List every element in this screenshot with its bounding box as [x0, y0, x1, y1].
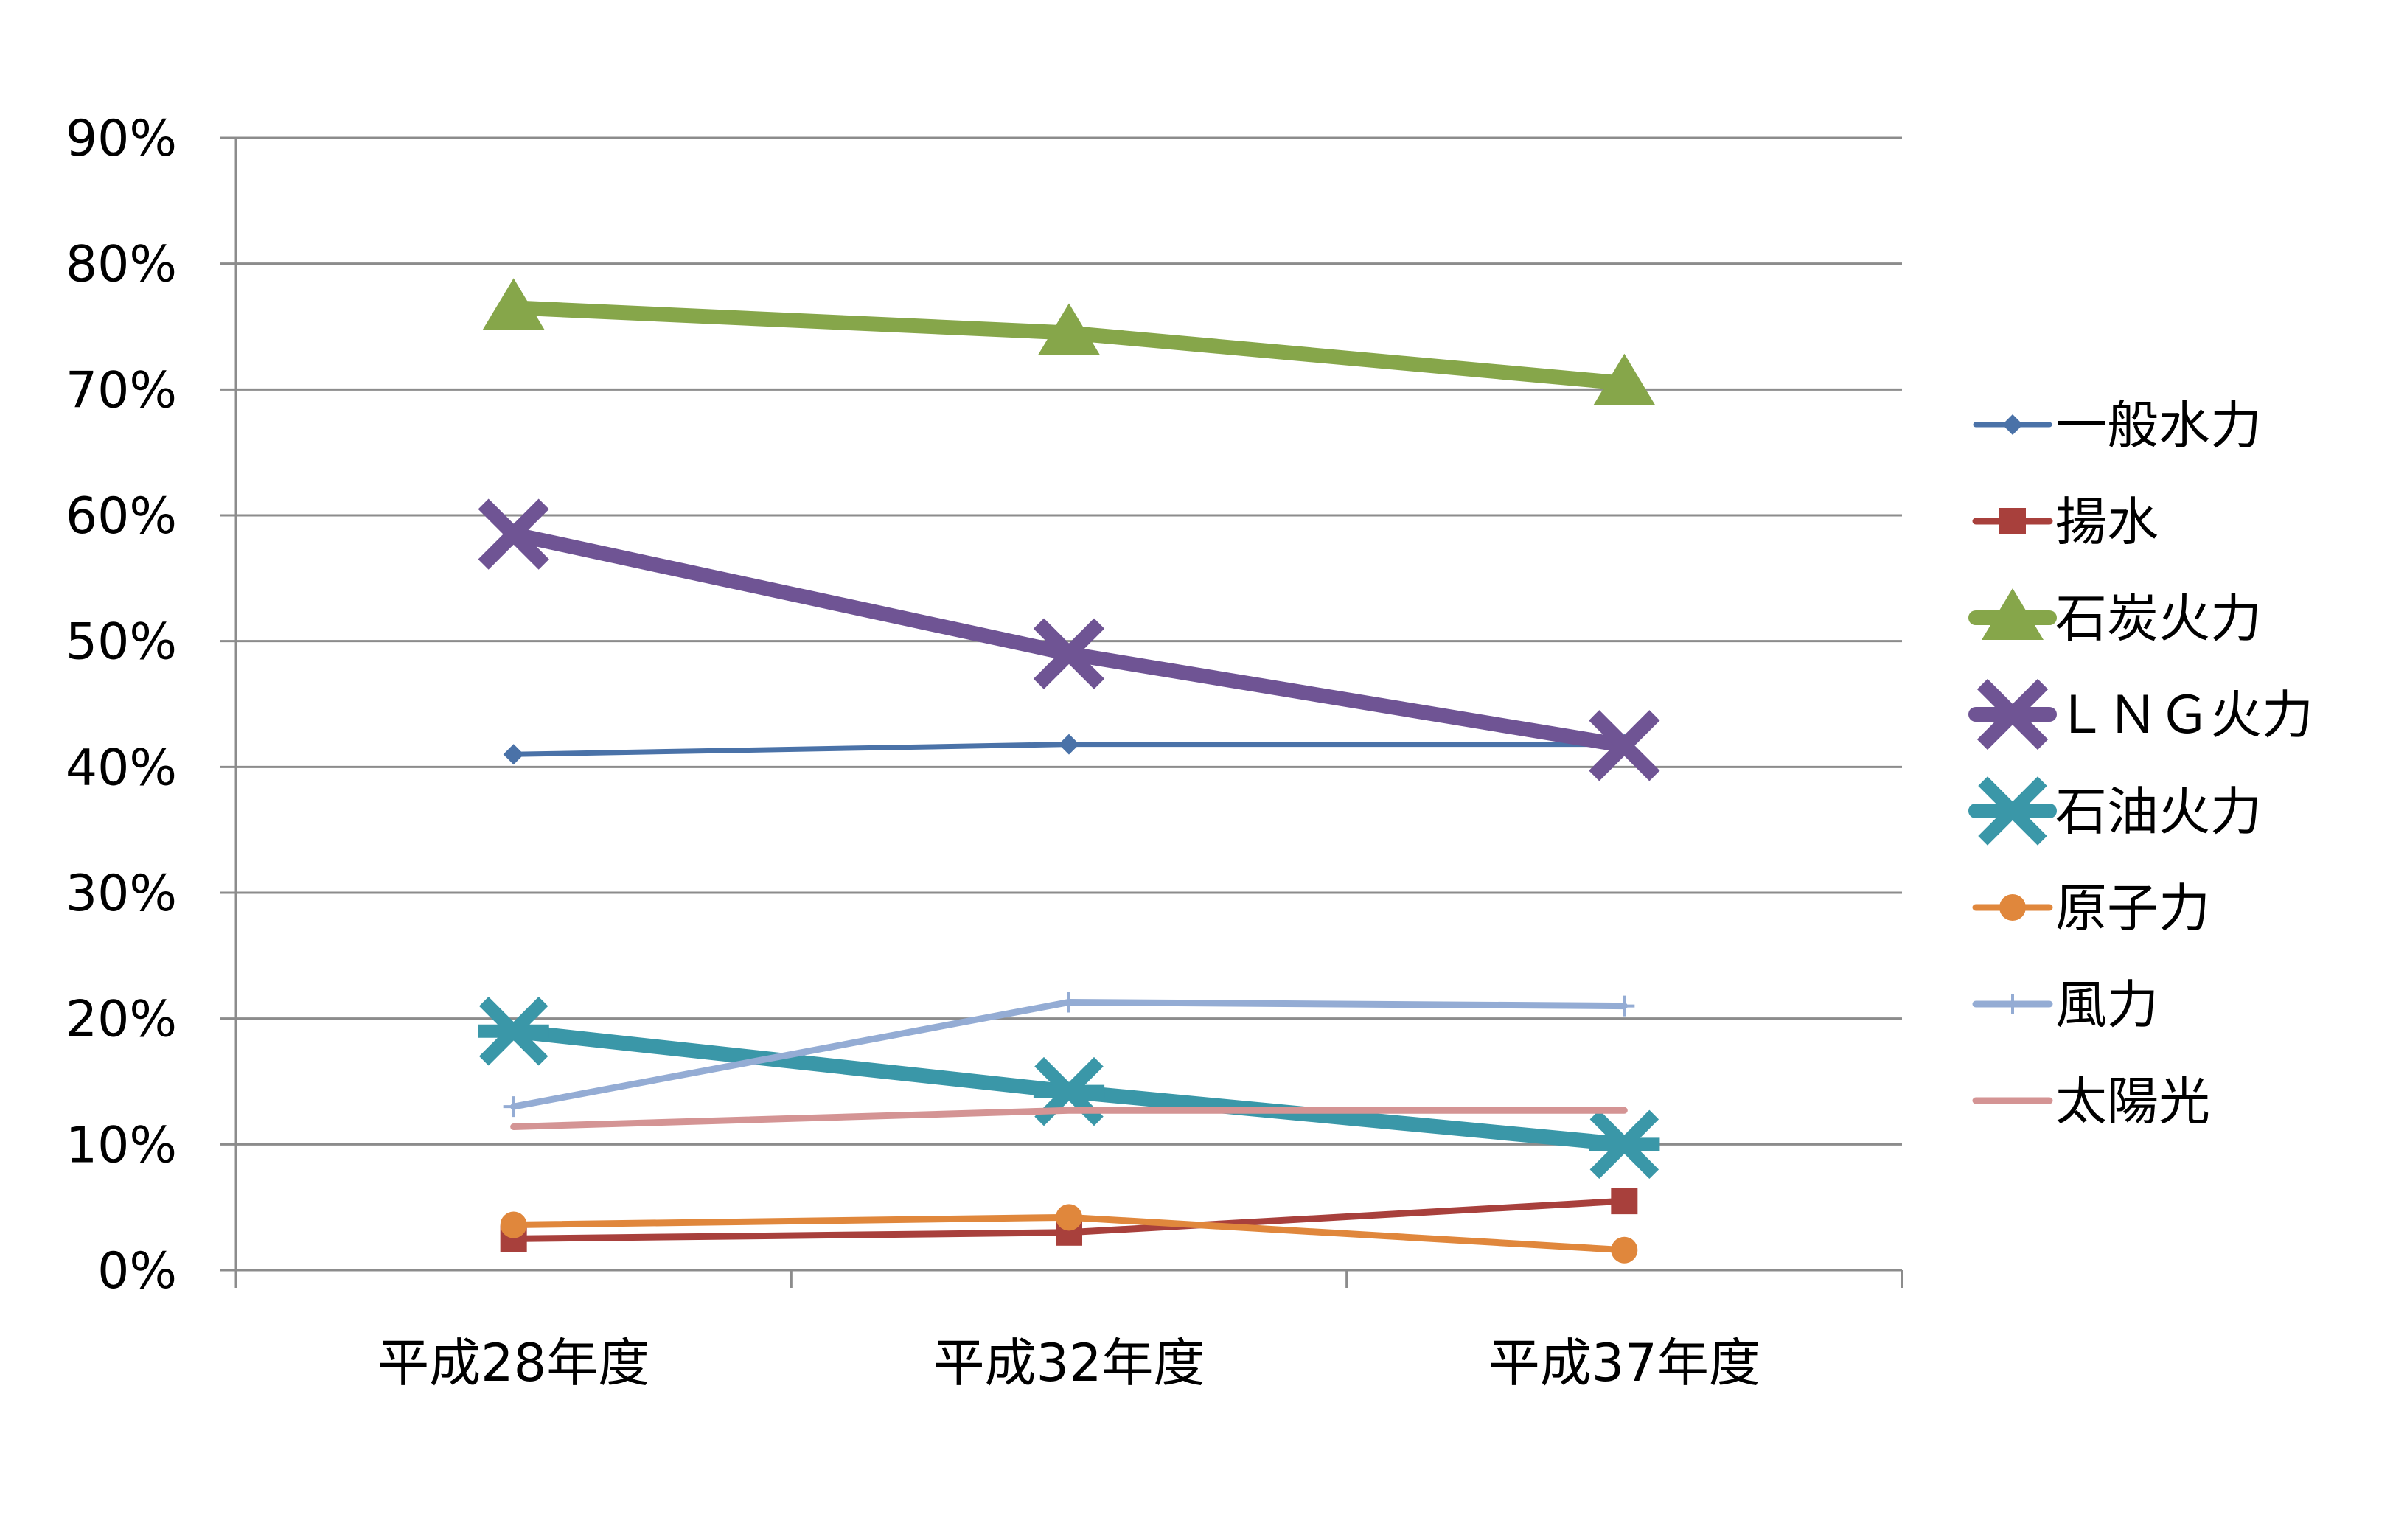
data-point [1976, 678, 2049, 750]
y-tick-label: 30% [66, 865, 177, 923]
legend-item: 石油火力 [1968, 776, 2262, 846]
series-5 [478, 997, 1660, 1180]
data-point [503, 1096, 524, 1118]
data-point [1999, 508, 2026, 534]
series-4 [478, 498, 1660, 781]
data-point [478, 498, 549, 570]
data-point [1033, 618, 1105, 689]
legend-label: 一般水力 [2055, 395, 2262, 456]
data-point [1038, 303, 1100, 355]
y-tick-label: 40% [66, 739, 177, 797]
legend-item: 石炭火力 [1968, 588, 2262, 649]
legend-label: 石炭火力 [2055, 588, 2262, 649]
axes [220, 136, 1903, 1288]
y-tick-label: 50% [66, 613, 177, 672]
data-point [500, 1211, 527, 1238]
series-line [510, 1107, 1628, 1130]
y-axis-tick-labels: 0% 10% 20% 30% 40% 50% 60% 70% 80% 90% [66, 110, 177, 1300]
y-tick-label: 0% [97, 1242, 177, 1300]
data-point [482, 278, 545, 330]
data-point [1611, 1236, 1638, 1264]
data-point [478, 997, 549, 1066]
series-3 [482, 278, 1656, 405]
legend-item: ＬＮＧ火力 [1968, 678, 2313, 750]
y-tick-label: 70% [66, 361, 177, 419]
y-tick-label: 60% [66, 487, 177, 546]
data-point [1056, 1204, 1082, 1231]
data-point [503, 744, 524, 765]
legend-item: 揚水 [1972, 492, 2159, 552]
data-point [1982, 588, 2044, 640]
legend-label: 揚水 [2055, 492, 2159, 552]
data-point [1059, 734, 1079, 755]
data-point [1059, 992, 1079, 1013]
x-tick-label: 平成28年度 [377, 1333, 649, 1393]
legend-label: 太陽光 [2055, 1071, 2210, 1132]
series-7 [503, 992, 1635, 1118]
series-8 [510, 1107, 1628, 1130]
y-tick-label: 20% [66, 991, 177, 1049]
data-point [2002, 994, 2023, 1014]
y-tick-label: 10% [66, 1116, 177, 1174]
data-point [1614, 995, 1635, 1017]
data-point [1611, 1188, 1638, 1215]
data-point [2002, 414, 2023, 435]
legend-label: 石油火力 [2055, 781, 2262, 842]
legend-label: 風力 [2055, 975, 2159, 1035]
legend-item: 原子力 [1972, 878, 2210, 938]
series-line [506, 526, 1632, 753]
x-axis-category-labels: 平成28年度 平成32年度 平成37年度 [377, 1333, 1760, 1393]
data-point [1593, 353, 1656, 405]
data-point [1589, 710, 1660, 781]
legend-item: 太陽光 [1972, 1071, 2210, 1132]
x-tick-label: 平成32年度 [933, 1333, 1205, 1393]
series-lines [478, 278, 1660, 1264]
y-tick-label: 80% [66, 236, 177, 294]
legend-label: ＬＮＧ火力 [2055, 685, 2313, 745]
y-tick-label: 90% [66, 110, 177, 168]
legend-item: 風力 [1972, 975, 2159, 1035]
legend-item: 一般水力 [1973, 395, 2262, 456]
data-point [1589, 1109, 1660, 1180]
legend-label: 原子力 [2055, 878, 2210, 938]
data-point [1976, 776, 2049, 846]
data-point [1999, 894, 2026, 921]
gridlines [236, 136, 1902, 1146]
series-1 [503, 734, 1635, 765]
series-6 [500, 1204, 1638, 1264]
x-tick-label: 平成37年度 [1488, 1333, 1760, 1393]
